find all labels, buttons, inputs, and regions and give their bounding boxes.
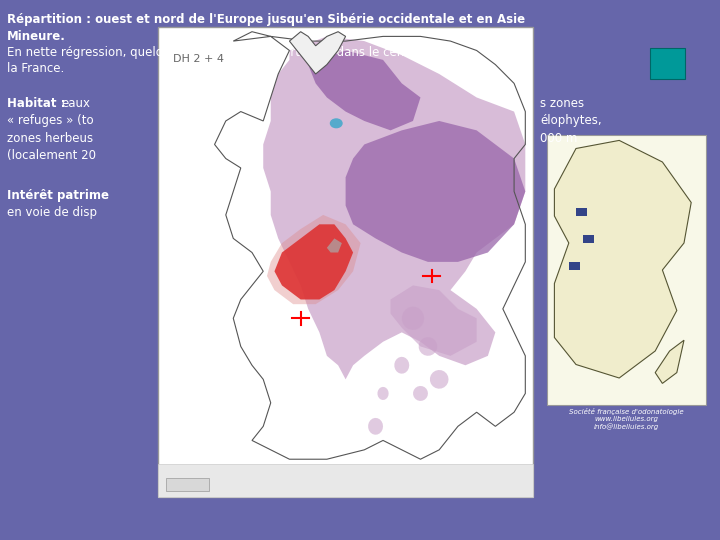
Text: 000 m: 000 m (540, 132, 577, 145)
Polygon shape (368, 418, 383, 435)
FancyBboxPatch shape (650, 48, 685, 79)
Polygon shape (274, 224, 353, 300)
Polygon shape (308, 51, 420, 130)
Polygon shape (655, 340, 684, 383)
FancyBboxPatch shape (569, 262, 580, 270)
Text: 1970-1989: 1970-1989 (212, 477, 251, 484)
Text: « refuges » (to: « refuges » (to (7, 114, 94, 127)
Polygon shape (267, 215, 361, 304)
Text: (localement 20: (localement 20 (7, 149, 96, 162)
Text: En nette régression, quelques populations importantes dans le centre et l'est de: En nette régression, quelques population… (7, 46, 484, 59)
Text: zones herbeus: zones herbeus (7, 132, 94, 145)
Polygon shape (264, 36, 526, 379)
Text: Mineure.: Mineure. (7, 30, 66, 43)
FancyBboxPatch shape (158, 464, 533, 497)
Polygon shape (289, 32, 346, 74)
FancyBboxPatch shape (158, 27, 533, 497)
Text: DH 2 + 4: DH 2 + 4 (173, 54, 224, 64)
FancyBboxPatch shape (576, 208, 587, 216)
Text: élophytes,: élophytes, (540, 114, 602, 127)
Polygon shape (327, 239, 342, 253)
Polygon shape (554, 140, 691, 378)
Text: Intérêt patrime: Intérêt patrime (7, 189, 109, 202)
Text: la France.: la France. (7, 62, 65, 75)
Polygon shape (419, 337, 437, 356)
Text: Répartition : ouest et nord de l'Europe jusqu'en Sibérie occidentale et en Asie: Répartition : ouest et nord de l'Europe … (7, 14, 526, 26)
Text: Habitat :: Habitat : (7, 97, 70, 110)
Text: Maillage de 20 x 20km.: Maillage de 20 x 20km. (302, 483, 384, 489)
Polygon shape (430, 370, 449, 389)
FancyBboxPatch shape (583, 235, 594, 243)
Text: Source: ATLAS Coléoptères / TL EA / RFBA
Réd. d'après source Lathier 45000 Franc: Source: ATLAS Coléoptères / TL EA / RFBA… (166, 467, 297, 479)
Text: Société française d'odonatologie
www.libellules.org
info@libellules.org: Société française d'odonatologie www.lib… (569, 408, 684, 430)
Polygon shape (377, 387, 389, 400)
Circle shape (330, 119, 342, 127)
Polygon shape (402, 307, 424, 330)
Polygon shape (413, 386, 428, 401)
Text: eaux: eaux (61, 97, 90, 110)
FancyBboxPatch shape (547, 135, 706, 405)
Polygon shape (390, 285, 477, 356)
Text: s zones: s zones (540, 97, 584, 110)
Polygon shape (395, 357, 409, 374)
Text: en voie de disp: en voie de disp (7, 206, 97, 219)
Polygon shape (346, 121, 526, 262)
FancyBboxPatch shape (166, 478, 209, 491)
